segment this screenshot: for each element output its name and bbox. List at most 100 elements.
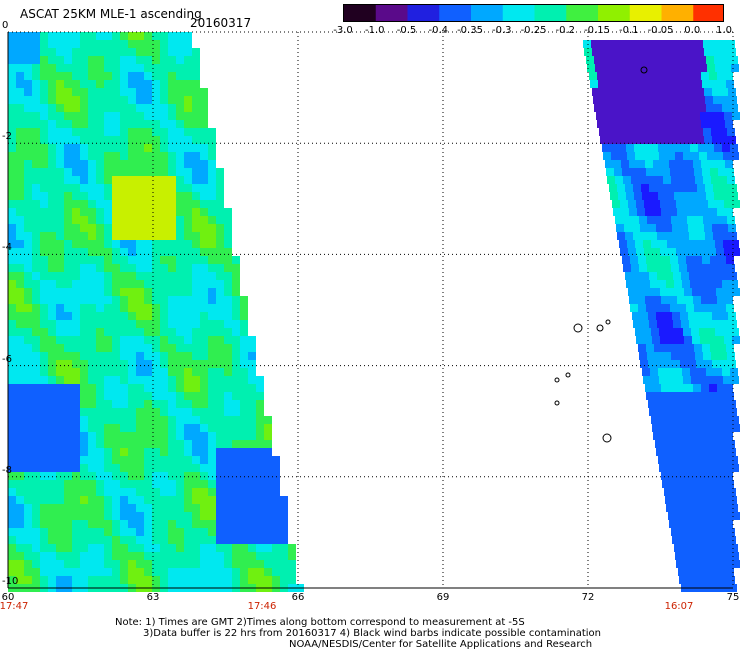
swath-pixel-left xyxy=(168,360,176,368)
swath-pixel-left xyxy=(56,376,64,384)
swath-pixel-left xyxy=(176,536,184,544)
swath-pixel-left xyxy=(168,544,176,552)
swath-pixel-right xyxy=(635,240,643,248)
swath-pixel-left xyxy=(112,248,120,256)
swath-pixel-right xyxy=(688,312,696,320)
swath-pixel-left xyxy=(32,488,40,496)
swath-pixel-left xyxy=(168,56,176,64)
swath-pixel-right xyxy=(643,240,651,248)
swath-pixel-left xyxy=(224,352,232,360)
swath-pixel-right xyxy=(667,240,675,248)
swath-pixel-left xyxy=(88,72,96,80)
swath-pixel-left xyxy=(200,272,208,280)
swath-pixel-left xyxy=(88,40,96,48)
swath-pixel-right xyxy=(693,520,701,528)
swath-pixel-left xyxy=(224,216,232,224)
swath-pixel-left xyxy=(128,112,136,120)
swath-pixel-left xyxy=(216,192,224,200)
swath-pixel-right xyxy=(662,344,670,352)
swath-pixel-left xyxy=(208,208,216,216)
swath-pixel-right xyxy=(717,472,725,480)
swath-pixel-right xyxy=(651,376,659,384)
island-outline xyxy=(554,377,560,383)
swath-pixel-left xyxy=(64,104,72,112)
swath-pixel-right xyxy=(677,472,685,480)
swath-pixel-left xyxy=(176,104,184,112)
swath-pixel-left xyxy=(120,504,128,512)
swath-pixel-left xyxy=(184,480,192,488)
swath-pixel-right xyxy=(688,136,696,144)
swath-pixel-right xyxy=(663,40,671,48)
swath-pixel-left xyxy=(80,40,88,48)
swath-pixel-left xyxy=(216,552,224,560)
swath-pixel-right xyxy=(700,512,708,520)
swath-pixel-right xyxy=(593,96,601,104)
swath-pixel-left xyxy=(56,336,64,344)
swath-pixel-right xyxy=(667,464,675,472)
swath-pixel-left xyxy=(128,176,136,184)
swath-pixel-left xyxy=(192,240,200,248)
swath-pixel-left xyxy=(56,392,64,400)
swath-pixel-left xyxy=(64,400,72,408)
swath-pixel-left xyxy=(280,504,288,512)
swath-pixel-right xyxy=(661,384,669,392)
swath-pixel-left xyxy=(16,192,24,200)
swath-pixel-left xyxy=(16,288,24,296)
swath-pixel-left xyxy=(104,320,112,328)
swath-pixel-left xyxy=(144,288,152,296)
swath-pixel-left xyxy=(24,304,32,312)
swath-pixel-left xyxy=(264,464,272,472)
swath-pixel-left xyxy=(80,416,88,424)
swath-pixel-right xyxy=(674,104,682,112)
swath-pixel-right xyxy=(653,120,661,128)
swath-pixel-left xyxy=(128,400,136,408)
swath-pixel-right xyxy=(679,440,687,448)
swath-pixel-right xyxy=(691,328,699,336)
swath-pixel-left xyxy=(144,280,152,288)
swath-pixel-left xyxy=(136,440,144,448)
swath-pixel-right xyxy=(687,216,695,224)
swath-pixel-left xyxy=(152,368,160,376)
swath-pixel-right xyxy=(660,336,668,344)
swath-pixel-right xyxy=(708,200,716,208)
swath-pixel-left xyxy=(80,504,88,512)
swath-pixel-left xyxy=(88,224,96,232)
swath-pixel-right xyxy=(664,136,672,144)
swath-pixel-left xyxy=(80,288,88,296)
swath-pixel-left xyxy=(120,336,128,344)
swath-pixel-left xyxy=(48,560,56,568)
swath-pixel-right xyxy=(709,160,717,168)
swath-pixel-left xyxy=(224,208,232,216)
swath-pixel-left xyxy=(80,104,88,112)
swath-pixel-left xyxy=(168,160,176,168)
swath-pixel-left xyxy=(168,184,176,192)
swath-pixel-left xyxy=(64,504,72,512)
swath-pixel-left xyxy=(112,120,120,128)
swath-pixel-left xyxy=(8,368,16,376)
swath-pixel-left xyxy=(32,192,40,200)
swath-pixel-right xyxy=(624,48,632,56)
swath-pixel-right xyxy=(679,264,687,272)
swath-pixel-right xyxy=(671,176,679,184)
swath-pixel-left xyxy=(8,504,16,512)
swath-pixel-right xyxy=(711,128,719,136)
swath-pixel-right xyxy=(731,552,739,560)
swath-pixel-left xyxy=(136,320,144,328)
swath-pixel-right xyxy=(685,160,693,168)
swath-pixel-left xyxy=(208,184,216,192)
swath-pixel-left xyxy=(40,56,48,64)
swath-pixel-left xyxy=(64,248,72,256)
swath-pixel-right xyxy=(640,48,648,56)
swath-pixel-left xyxy=(24,376,32,384)
swath-pixel-left xyxy=(56,472,64,480)
swath-pixel-left xyxy=(96,208,104,216)
swath-pixel-right xyxy=(661,72,669,80)
swath-pixel-right xyxy=(732,200,740,208)
swath-pixel-right xyxy=(731,416,739,424)
swath-pixel-left xyxy=(144,192,152,200)
swath-pixel-left xyxy=(40,384,48,392)
latitude-label: -6 xyxy=(2,353,12,365)
swath-pixel-right xyxy=(694,392,702,400)
swath-pixel-left xyxy=(104,456,112,464)
swath-pixel-left xyxy=(232,264,240,272)
